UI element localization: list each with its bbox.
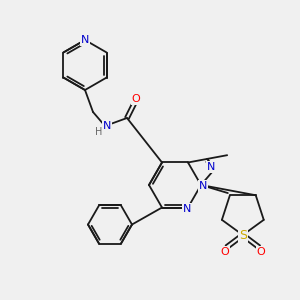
Text: O: O: [132, 94, 140, 104]
Text: S: S: [239, 229, 247, 242]
Text: N: N: [199, 181, 207, 191]
Text: N: N: [103, 121, 111, 131]
Text: H: H: [95, 127, 103, 137]
Text: O: O: [220, 247, 229, 257]
Text: O: O: [256, 247, 265, 257]
Text: N: N: [81, 35, 89, 45]
Text: N: N: [183, 203, 191, 214]
Text: N: N: [207, 162, 215, 172]
